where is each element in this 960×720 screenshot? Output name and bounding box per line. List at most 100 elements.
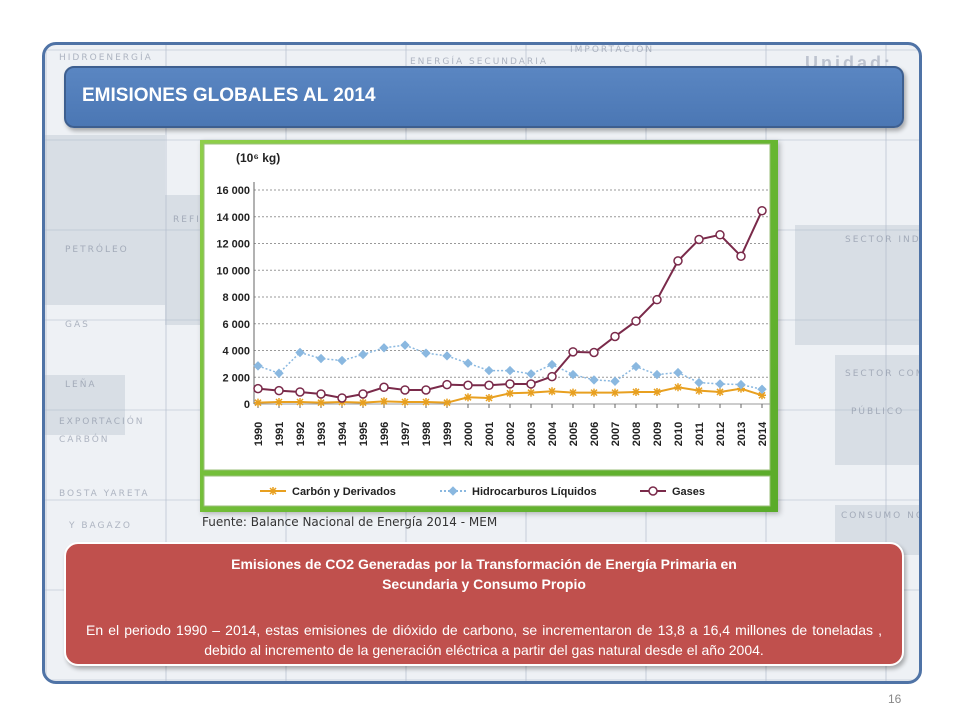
legend-label: Gases [672, 486, 705, 498]
x-tick-label: 2004 [547, 421, 559, 446]
x-tick-label: 2006 [589, 422, 601, 446]
source-note: Fuente: Balance Nacional de Energía 2014… [202, 515, 498, 529]
data-point-0 [317, 398, 325, 407]
bg-label: BOSTA YARETA [59, 489, 150, 499]
y-tick-label: 8 000 [222, 292, 250, 304]
bg-label: SECTOR COMERCIAL RESIDENCIAL [845, 369, 919, 379]
x-tick-label: 1992 [295, 422, 307, 446]
data-point-2 [568, 347, 578, 357]
background-block [835, 355, 919, 465]
data-point-2 [484, 380, 494, 391]
data-point-1 [442, 351, 452, 361]
background-block [45, 135, 165, 305]
data-point-0 [611, 388, 619, 397]
y-tick-label: 2 000 [222, 372, 250, 384]
data-point-1 [631, 361, 641, 372]
y-tick-label: 16 000 [216, 185, 250, 197]
x-tick-label: 2011 [694, 422, 706, 446]
bg-label: PETRÓLEO [65, 245, 129, 255]
data-point-0 [443, 398, 451, 407]
page-number: 16 [888, 692, 902, 706]
data-point-2 [715, 230, 725, 240]
data-point-2 [736, 251, 746, 261]
data-point-1 [694, 377, 704, 388]
data-point-0 [401, 397, 409, 406]
background-block [165, 195, 205, 325]
x-tick-label: 2000 [463, 422, 475, 446]
x-tick-label: 2001 [484, 422, 496, 446]
bg-label: LEÑA [65, 380, 97, 390]
data-point-1 [526, 369, 536, 379]
x-tick-label: 2014 [757, 421, 769, 446]
x-tick-label: 1997 [400, 422, 412, 446]
x-tick-label: 2008 [631, 422, 643, 446]
data-point-2 [337, 393, 347, 403]
info-heading-line: Emisiones de CO2 Generadas por la Transf… [231, 556, 737, 572]
data-point-0 [380, 397, 388, 406]
data-point-2 [652, 294, 662, 305]
data-point-1 [421, 348, 431, 358]
data-point-1 [400, 340, 410, 350]
y-tick-label: 10 000 [216, 265, 250, 277]
x-tick-label: 1990 [253, 422, 265, 446]
data-point-2 [421, 385, 431, 395]
data-point-1 [589, 375, 599, 385]
bg-label: IMPORTACIÓN [570, 45, 655, 55]
x-tick-label: 2005 [568, 422, 580, 446]
legend-label: Carbón y Derivados [292, 486, 396, 498]
data-point-2 [253, 383, 263, 394]
bg-label: PÚBLICO [851, 407, 905, 417]
x-tick-label: 1993 [316, 422, 328, 446]
y-tick-label: 4 000 [222, 346, 250, 358]
y-tick-label: 14 000 [216, 212, 250, 224]
data-point-2 [526, 379, 536, 389]
legend-box [203, 475, 771, 507]
y-tick-label: 6 000 [222, 319, 250, 331]
x-tick-label: 2012 [715, 422, 727, 446]
data-point-1 [253, 361, 263, 371]
x-tick-label: 2010 [673, 422, 685, 446]
data-point-2 [610, 331, 620, 342]
info-body: En el periodo 1990 – 2014, estas emision… [86, 622, 882, 658]
data-point-0 [569, 388, 577, 397]
data-point-1 [274, 368, 284, 378]
data-point-2 [463, 380, 473, 391]
data-point-0 [695, 386, 703, 395]
emissions-chart: (10⁶ kg) 0 2 000 4 000 6 000 8 000 10 000 12 0… [200, 140, 778, 512]
bg-label: Y BAGAZO [69, 521, 132, 531]
bg-label: HIDROENERGÍA [59, 53, 153, 63]
data-point-2 [358, 389, 368, 399]
data-point-1 [337, 355, 347, 366]
data-point-2 [274, 385, 284, 396]
data-point-0 [674, 383, 682, 392]
data-point-2 [316, 389, 326, 399]
info-box: Emisiones de CO2 Generadas por la Transf… [64, 542, 904, 666]
data-point-1 [505, 365, 515, 376]
data-point-2 [505, 379, 515, 389]
data-point-2 [631, 316, 641, 326]
data-point-1 [295, 347, 305, 358]
data-point-2 [673, 256, 683, 266]
x-tick-label: 1999 [442, 422, 454, 446]
data-point-1 [316, 353, 326, 364]
data-point-0 [527, 388, 535, 397]
data-point-2 [694, 234, 704, 245]
data-point-0 [653, 387, 661, 396]
x-tick-label: 1995 [358, 422, 370, 446]
unit-label: (10⁶ kg) [236, 151, 280, 165]
y-tick-label: 12 000 [216, 239, 250, 251]
info-heading: Emisiones de CO2 Generadas por la Transf… [86, 554, 882, 594]
bg-label: REFINE [173, 215, 218, 225]
data-point-0 [296, 397, 304, 406]
data-point-1 [358, 349, 368, 360]
x-tick-label: 2002 [505, 422, 517, 446]
legend-marker [269, 487, 277, 495]
data-point-2 [379, 382, 389, 393]
legend-marker [648, 486, 658, 496]
x-tick-label: 2013 [736, 422, 748, 446]
data-point-0 [632, 387, 640, 396]
x-tick-label: 2009 [652, 422, 664, 446]
data-point-0 [359, 398, 367, 407]
data-point-0 [590, 388, 598, 397]
data-point-0 [716, 387, 724, 396]
